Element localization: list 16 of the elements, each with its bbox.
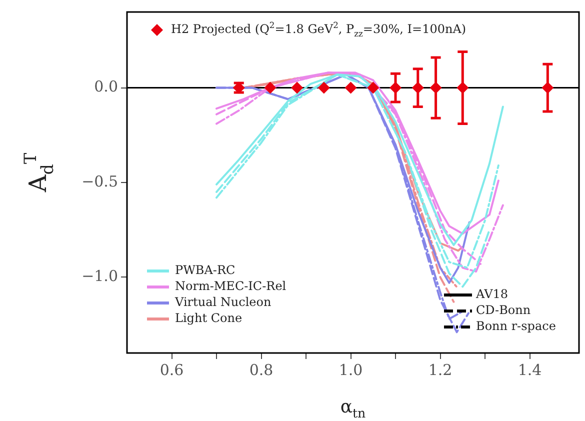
legend-label: CD-Bonn — [476, 303, 531, 318]
y-tick-label: 0.0 — [94, 78, 118, 96]
legend-label: Norm-MEC-IC-Rel — [175, 279, 286, 294]
x-tick-label: 1.4 — [518, 360, 542, 379]
legend-label: PWBA-RC — [175, 263, 236, 278]
legend-label: Bonn r-space — [476, 319, 556, 334]
x-tick-label: 0.8 — [249, 360, 274, 379]
x-tick-label: 1.0 — [338, 360, 363, 379]
y-axis-title: AdT — [20, 152, 57, 194]
x-tick-label: 0.6 — [160, 360, 184, 379]
legend-label: Virtual Nucleon — [174, 295, 272, 310]
legend-label: AV18 — [475, 287, 508, 302]
y-tick-label: −0.5 — [82, 172, 118, 190]
y-tick-label: −1.0 — [82, 267, 118, 286]
legend-label: Light Cone — [175, 311, 242, 326]
x-tick-label: 1.2 — [428, 360, 452, 379]
